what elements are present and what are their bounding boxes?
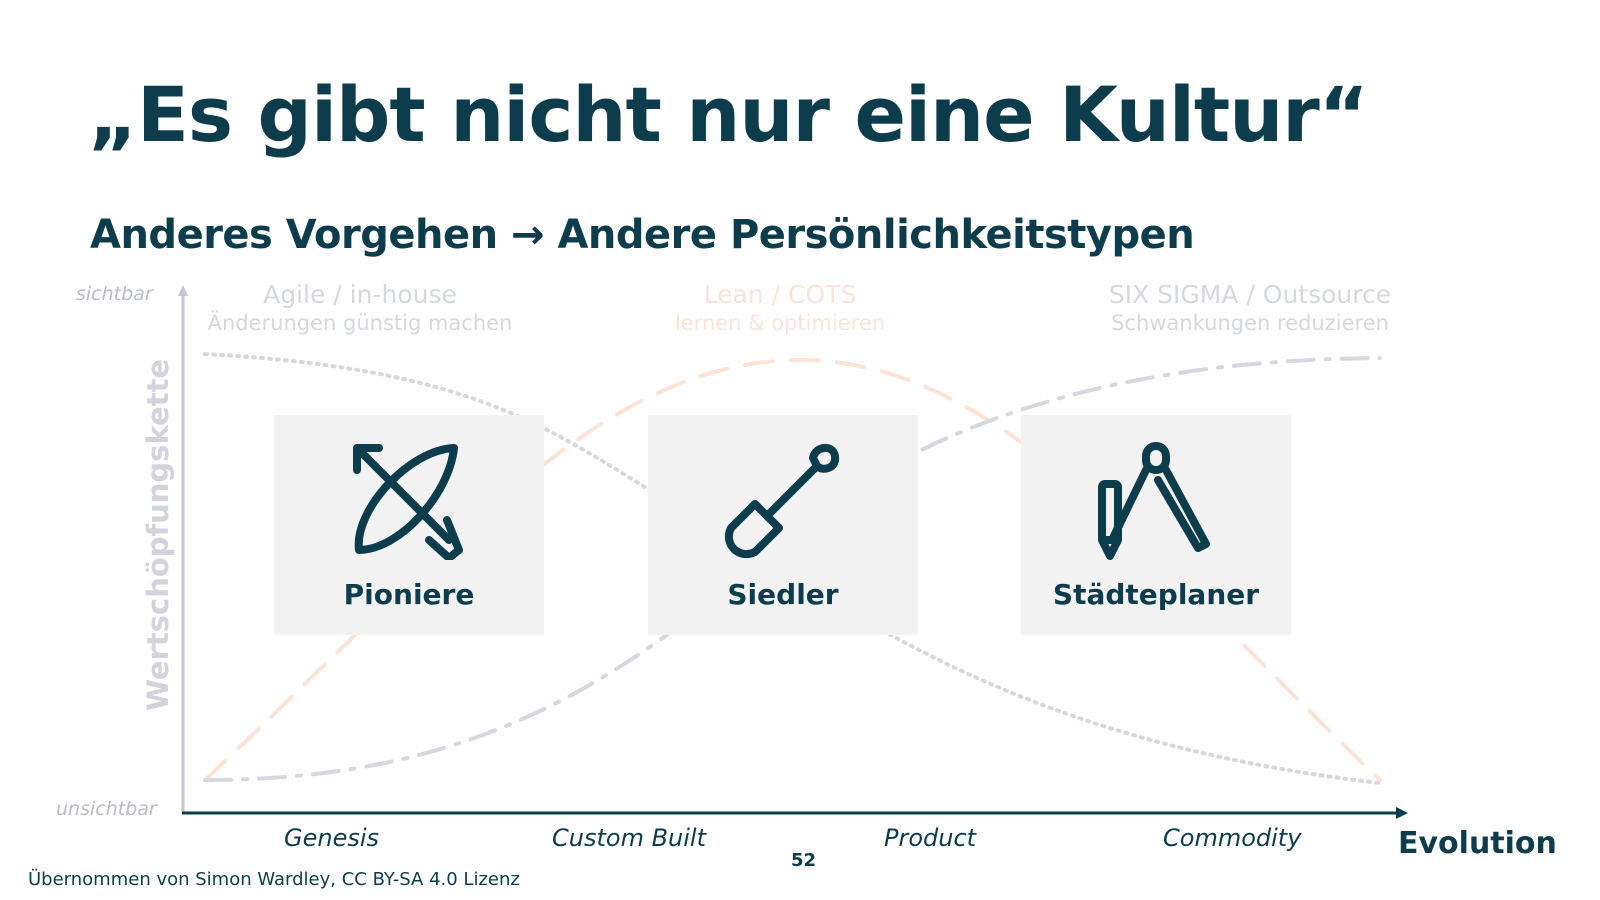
x-category-genesis: Genesis bbox=[284, 824, 380, 852]
x-axis-arrow bbox=[1396, 807, 1408, 819]
phase-six-sigma: SIX SIGMA / Outsource Schwankungen reduz… bbox=[1080, 280, 1420, 335]
shovel-icon bbox=[725, 444, 840, 558]
slide-subtitle: Anderes Vorgehen → Andere Persönlichkeit… bbox=[90, 212, 1195, 258]
card-pioniere: Pioniere bbox=[274, 415, 544, 635]
card-label-staedteplaner: Städteplaner bbox=[1052, 578, 1260, 611]
card-staedteplaner: Städteplaner bbox=[1021, 415, 1291, 635]
phase-lean-subtitle: lernen & optimieren bbox=[674, 311, 886, 335]
phase-lean-title: Lean / COTS bbox=[703, 280, 857, 309]
phase-six-sigma-title: SIX SIGMA / Outsource bbox=[1108, 280, 1392, 309]
x-category-product: Product bbox=[884, 824, 977, 852]
card-label-pioniere: Pioniere bbox=[343, 578, 475, 611]
y-axis-top-label: sichtbar bbox=[76, 283, 153, 305]
y-axis-arrow bbox=[178, 285, 188, 296]
card-label-siedler: Siedler bbox=[727, 578, 839, 611]
phase-six-sigma-subtitle: Schwankungen reduzieren bbox=[1111, 311, 1389, 335]
phase-agile-title: Agile / in-house bbox=[263, 280, 457, 309]
card-siedler: Siedler bbox=[648, 415, 918, 635]
phase-agile: Agile / in-house Änderungen günstig mach… bbox=[180, 280, 540, 335]
page-number: 52 bbox=[791, 850, 817, 871]
agile-curve bbox=[203, 352, 1382, 785]
slide-title: „Es gibt nicht nur eine Kultur“ bbox=[88, 70, 1369, 159]
x-category-commodity: Commodity bbox=[1163, 824, 1302, 852]
footer-credit: Übernommen von Simon Wardley, CC BY-SA 4… bbox=[28, 869, 520, 890]
drafting-compass-pencil-icon bbox=[1098, 442, 1210, 560]
bow-and-arrow-icon bbox=[353, 444, 463, 560]
x-category-custom-built: Custom Built bbox=[552, 824, 706, 852]
y-axis-bottom-label: unsichtbar bbox=[56, 798, 157, 820]
phase-agile-subtitle: Änderungen günstig machen bbox=[207, 311, 513, 335]
phase-lean: Lean / COTS lernen & optimieren bbox=[620, 280, 940, 335]
x-axis-title: Evolution bbox=[1398, 826, 1557, 861]
y-axis-title: Wertschöpfungskette bbox=[141, 358, 175, 712]
